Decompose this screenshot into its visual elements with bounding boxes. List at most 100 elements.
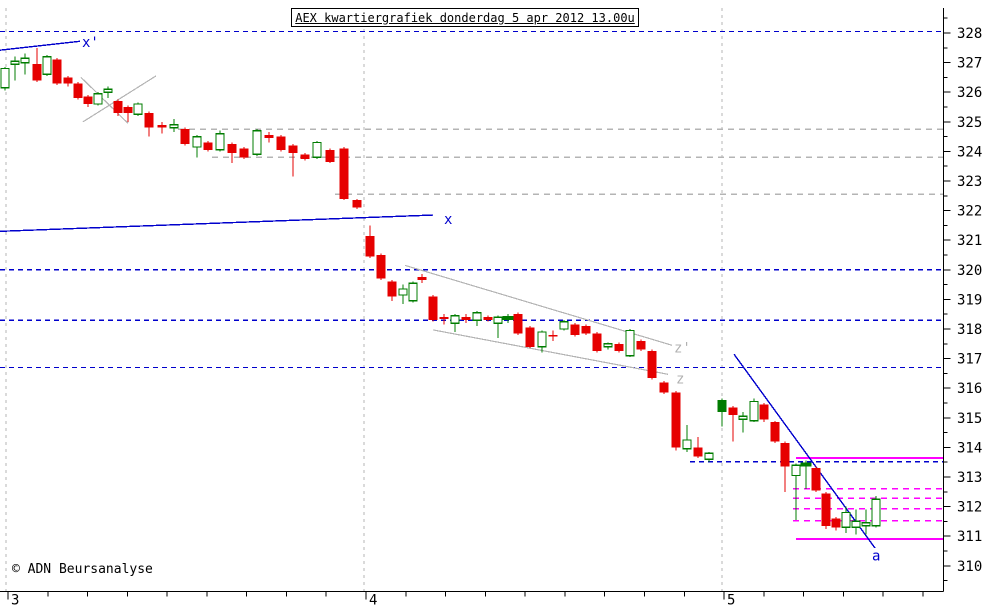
svg-text:310: 310 <box>957 559 982 575</box>
candle <box>144 111 154 137</box>
annotations: x' x a z' z <box>82 35 880 565</box>
candle <box>10 56 20 81</box>
candle <box>592 331 602 353</box>
candle <box>123 105 133 122</box>
candle <box>693 437 703 458</box>
svg-text:325: 325 <box>957 115 982 131</box>
candle <box>408 281 418 303</box>
candle <box>215 130 225 152</box>
candle <box>133 102 143 116</box>
svg-text:322: 322 <box>957 204 982 220</box>
candle <box>288 144 298 177</box>
candle <box>180 127 190 146</box>
candle <box>339 146 349 201</box>
candle <box>276 135 286 152</box>
candle <box>52 58 62 85</box>
candle <box>376 253 386 281</box>
candle <box>472 311 482 327</box>
candle <box>636 339 646 352</box>
candle <box>581 324 591 335</box>
svg-text:4: 4 <box>369 593 377 609</box>
annotation-x: x <box>444 212 452 228</box>
candle <box>264 132 274 143</box>
svg-text:326: 326 <box>957 85 982 101</box>
svg-text:321: 321 <box>957 233 982 249</box>
candle <box>559 320 569 331</box>
candle <box>759 403 769 423</box>
level-lines <box>0 30 943 541</box>
annotation-a: a <box>872 548 880 564</box>
candle <box>570 323 580 337</box>
candle <box>325 148 335 164</box>
candle <box>20 53 30 75</box>
candle <box>717 398 727 427</box>
candle <box>239 146 249 159</box>
candle <box>614 342 624 353</box>
svg-text:314: 314 <box>957 440 982 456</box>
candle <box>169 118 179 133</box>
candle <box>749 398 759 423</box>
candle <box>525 326 535 349</box>
candle <box>439 314 449 325</box>
svg-text:328: 328 <box>957 26 982 42</box>
annotation-z: z <box>676 372 684 388</box>
candle <box>93 92 103 106</box>
axes: 328 327 326 325 324 323 322 321 320 319 318 317 316 3… <box>0 8 982 609</box>
candle <box>682 425 692 452</box>
candle <box>483 315 493 322</box>
candle <box>352 198 362 210</box>
annotation-z-prime: z' <box>674 340 691 356</box>
svg-text:324: 324 <box>957 144 982 160</box>
candle <box>417 274 427 284</box>
svg-text:5: 5 <box>727 593 735 609</box>
candle <box>821 491 831 529</box>
candle <box>398 284 408 304</box>
candles-layer <box>0 47 881 535</box>
svg-text:311: 311 <box>957 529 982 545</box>
candle <box>461 314 471 324</box>
candle <box>625 329 635 358</box>
svg-text:320: 320 <box>957 263 982 279</box>
candle <box>513 312 523 335</box>
day-separators <box>5 8 723 592</box>
candle <box>871 496 881 528</box>
candle <box>103 86 113 99</box>
candle <box>32 47 42 82</box>
candle <box>203 141 213 152</box>
candle <box>770 420 780 443</box>
candle <box>113 99 123 116</box>
candle <box>365 225 375 258</box>
candle <box>192 135 202 158</box>
candle <box>83 95 93 107</box>
candle <box>300 152 310 161</box>
svg-text:317: 317 <box>957 352 982 368</box>
chart-title: AEX kwartiergrafiek donderdag 5 apr 2012… <box>295 11 635 25</box>
svg-text:327: 327 <box>957 56 982 72</box>
annotation-x-prime: x' <box>82 35 99 51</box>
candle <box>861 509 871 535</box>
candle <box>387 280 397 301</box>
candle <box>252 129 262 156</box>
candle <box>157 121 167 134</box>
candle <box>659 380 669 395</box>
candle <box>738 411 748 433</box>
candle <box>493 315 503 338</box>
candle <box>704 451 714 463</box>
candle <box>851 509 861 535</box>
candle <box>831 516 841 531</box>
trendlines <box>0 40 876 549</box>
candle <box>537 330 547 353</box>
copyright-label: © ADN Beursanalyse <box>12 562 153 577</box>
candle <box>227 142 237 164</box>
svg-text:315: 315 <box>957 411 982 427</box>
candle <box>450 314 460 332</box>
svg-text:318: 318 <box>957 322 982 338</box>
chart-title-box: AEX kwartiergrafiek donderdag 5 apr 2012… <box>291 8 639 27</box>
candle <box>841 506 851 534</box>
candle <box>811 466 821 492</box>
candle <box>791 463 801 520</box>
candle <box>73 81 83 100</box>
candle <box>647 349 657 380</box>
